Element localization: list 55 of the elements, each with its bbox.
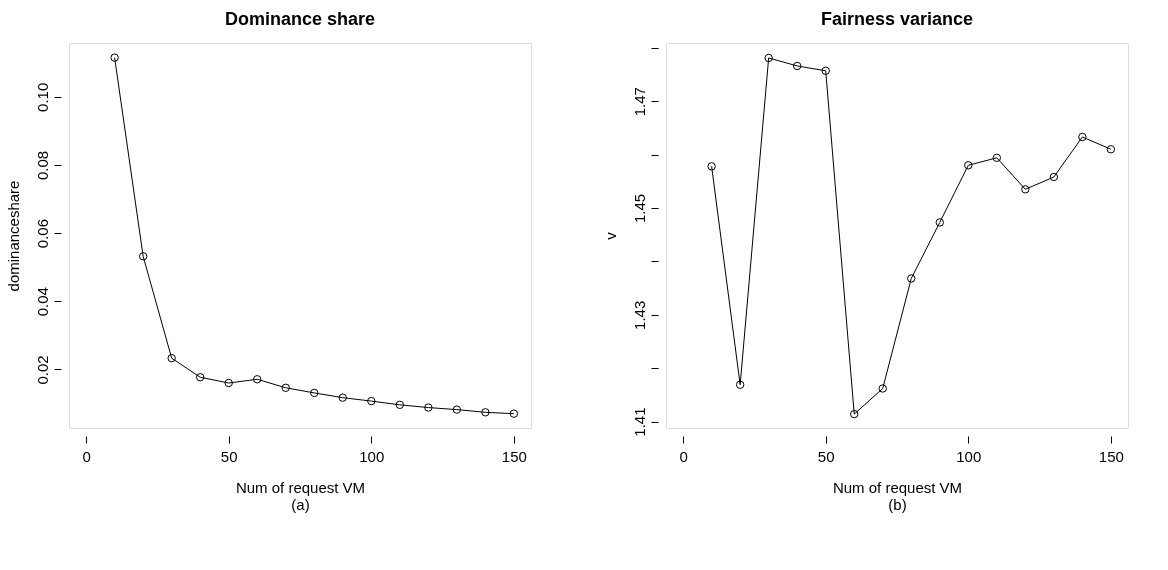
- chart-title: Dominance share: [224, 9, 376, 29]
- point: [167, 353, 176, 363]
- y-tick-label: 0.06: [33, 219, 51, 249]
- point: [110, 53, 119, 62]
- point: [424, 403, 433, 412]
- point: [367, 396, 376, 406]
- point: [509, 409, 519, 418]
- x-tick-label: 50: [817, 447, 835, 465]
- x-tick-label: 100: [956, 447, 982, 465]
- point: [707, 162, 716, 171]
- point: [1049, 172, 1059, 182]
- x-tick-label: 100: [359, 447, 385, 465]
- x-axis-title: Num of request VM: [832, 478, 963, 496]
- y-tick-label: 1.41: [630, 407, 648, 437]
- point: [195, 373, 205, 382]
- point: [878, 384, 887, 393]
- point: [281, 383, 290, 392]
- y-tick-label: 1.45: [630, 193, 648, 224]
- y-tick-label: 0.04: [33, 287, 51, 317]
- point: [821, 66, 830, 75]
- point: [764, 53, 773, 63]
- x-axis-title: Num of request VM: [235, 478, 366, 496]
- point: [310, 388, 319, 398]
- y-axis-title: dominanceshare: [4, 180, 22, 292]
- point: [992, 153, 1002, 163]
- point: [792, 61, 802, 71]
- x-tick-label: 150: [1098, 447, 1124, 465]
- y-tick-label: 1.47: [630, 87, 648, 117]
- text: (a): [291, 495, 310, 513]
- point: [138, 252, 148, 261]
- point: [1021, 185, 1030, 194]
- point: [1106, 145, 1116, 154]
- point: [735, 380, 745, 389]
- y-axis-title: v: [601, 231, 619, 240]
- point: [253, 375, 262, 384]
- point: [935, 218, 944, 227]
- y-tick-label: 0.02: [33, 355, 51, 385]
- point: [1078, 132, 1087, 142]
- x-tick-label: 150: [501, 447, 527, 465]
- point: [452, 405, 462, 414]
- point: [224, 378, 233, 388]
- point: [964, 161, 973, 170]
- point: [907, 274, 916, 283]
- x-tick-label: 50: [220, 447, 238, 465]
- point: [850, 409, 859, 419]
- text: (b): [888, 495, 907, 513]
- point: [481, 408, 490, 417]
- y-tick-label: 0.08: [33, 150, 51, 181]
- point: [338, 393, 347, 402]
- point: [395, 400, 405, 410]
- x-tick-label: 0: [82, 447, 91, 465]
- x-tick-label: 0: [679, 447, 688, 465]
- chart-title: Fairness variance: [820, 9, 974, 29]
- y-tick-label: 1.43: [630, 300, 648, 330]
- y-tick-label: 0.10: [33, 82, 51, 112]
